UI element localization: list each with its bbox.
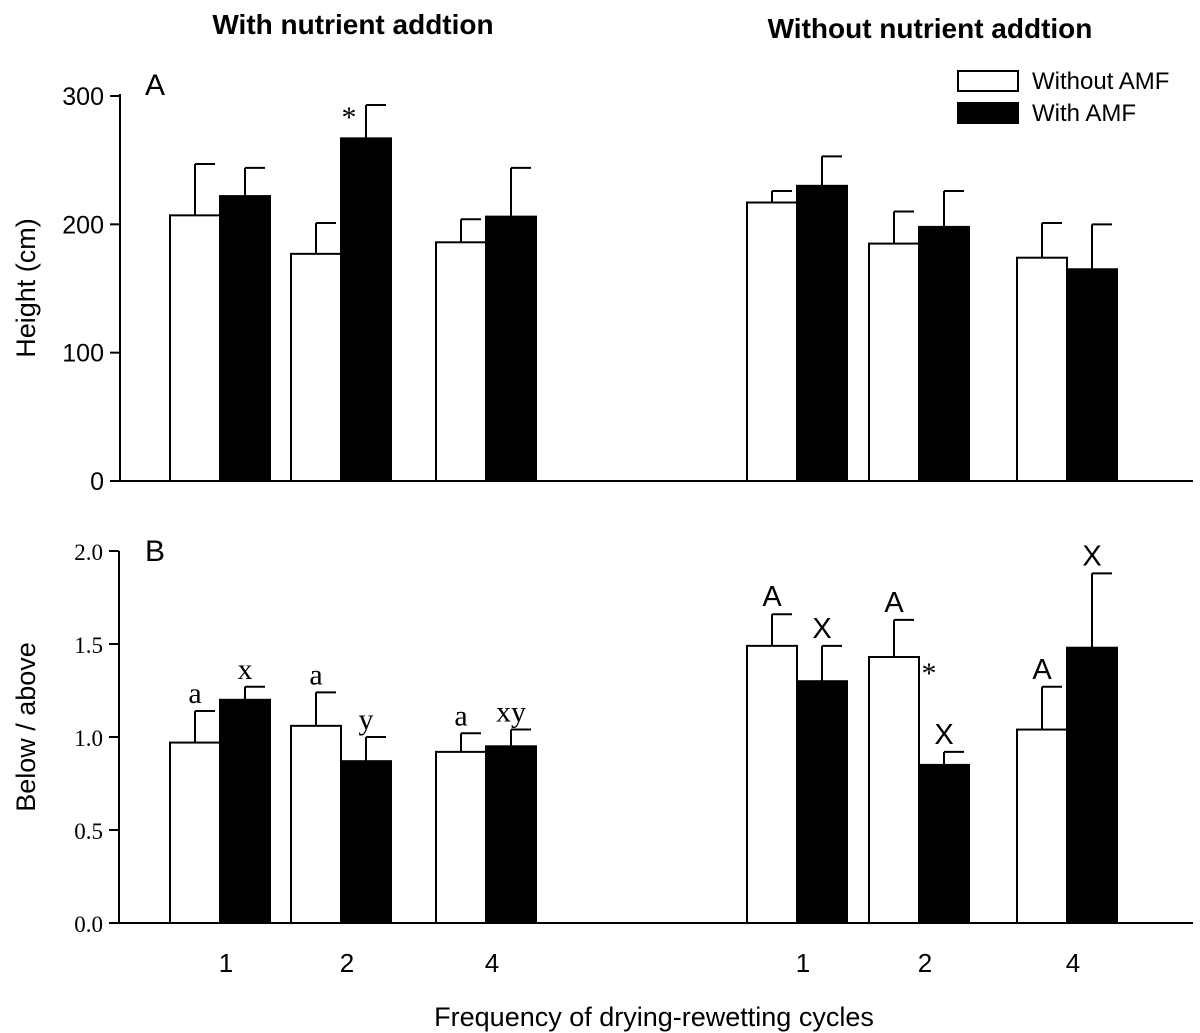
panel-b-bar bbox=[868, 656, 920, 925]
panel-b-letter: B bbox=[145, 535, 165, 568]
panel-b-annotation: a bbox=[188, 677, 201, 710]
panel-b-annotation: X bbox=[812, 613, 831, 645]
panel-b-annotation: x bbox=[238, 653, 253, 686]
panel-b-annotation: A bbox=[1032, 654, 1052, 686]
panel-b-y-axis-label: Below / above bbox=[11, 642, 41, 812]
panel-a-bar bbox=[1016, 256, 1068, 483]
panel-b-y-tick-label: 2.0 bbox=[74, 540, 103, 565]
panel-b-bar bbox=[918, 763, 970, 925]
panel-b-y-tick-label: 1.0 bbox=[74, 726, 103, 751]
panel-b-y-tick-label: 1.5 bbox=[74, 633, 103, 658]
panel-a-bar bbox=[435, 241, 487, 482]
panel-b-annotation: xy bbox=[496, 696, 526, 729]
panel-a-y-tick-label: 100 bbox=[62, 340, 104, 368]
legend-label-without-amf: Without AMF bbox=[1032, 68, 1169, 95]
group-heading-nutrient: With nutrient addtion bbox=[212, 9, 493, 40]
x-category-label: 4 bbox=[1066, 948, 1080, 978]
legend-label-with-amf: With AMF bbox=[1032, 100, 1136, 127]
x-axis-label: Frequency of drying-rewetting cycles bbox=[434, 1002, 874, 1032]
panel-a-y-ticks: 0 100 200 300 bbox=[62, 83, 120, 496]
panel-b-bar bbox=[169, 741, 221, 925]
panel-b-bar bbox=[746, 644, 798, 924]
x-category-labels: 1 2 4 1 2 4 bbox=[219, 948, 1080, 978]
panel-b-annotation: X bbox=[934, 719, 953, 751]
panel-b-y-tick-label: 0.5 bbox=[74, 819, 103, 844]
panel-b-annotation: X bbox=[1082, 540, 1101, 572]
panel-b: B Below / above 0.00.51.01.52.0 ax ay a xyA… bbox=[11, 535, 1193, 937]
panel-a-bar bbox=[169, 214, 221, 482]
legend: Without AMF With AMF bbox=[957, 68, 1169, 127]
panel-b-bar bbox=[485, 745, 537, 924]
group-heading-no-nutrient: Without nutrient addtion bbox=[768, 13, 1093, 44]
panel-a-bars: * bbox=[169, 101, 1118, 483]
panel-b-y-ticks: 0.0 0.5 1.0 1.5 2.0 bbox=[74, 540, 119, 937]
panel-a-y-axis-label: Height (cm) bbox=[11, 218, 41, 358]
x-category-label: 1 bbox=[219, 948, 233, 978]
panel-b-bar bbox=[1016, 728, 1068, 924]
panel-a-bar bbox=[1066, 268, 1118, 482]
x-category-label: 2 bbox=[918, 948, 932, 978]
panel-b-annotation: A bbox=[762, 581, 782, 613]
panel-b-bar bbox=[1066, 646, 1118, 924]
panel-b-bar bbox=[435, 750, 487, 924]
panel-a-bar bbox=[340, 137, 392, 482]
panel-b-bar bbox=[290, 724, 342, 925]
legend-swatch-with-amf bbox=[957, 102, 1019, 124]
panel-a-bar bbox=[796, 184, 848, 482]
panel-a-bar bbox=[868, 242, 920, 482]
panel-a-bar bbox=[290, 252, 342, 482]
panel-b-y-tick-label: 0.0 bbox=[74, 912, 103, 937]
panel-b-annotation: a bbox=[309, 658, 322, 691]
panel-b-bar bbox=[219, 698, 271, 924]
legend-swatch-without-amf bbox=[957, 70, 1019, 92]
x-category-label: 4 bbox=[485, 948, 499, 978]
panel-a-letter: A bbox=[145, 69, 165, 102]
x-category-label: 1 bbox=[796, 948, 810, 978]
x-category-label: 2 bbox=[340, 948, 354, 978]
panel-a-y-tick-label: 200 bbox=[62, 211, 104, 239]
panel-b-bar bbox=[796, 680, 848, 925]
panel-a-y-tick-label: 300 bbox=[62, 83, 104, 111]
panel-b-annotation: * bbox=[922, 657, 937, 690]
panel-a: A Height (cm) 0 100 200 300 * bbox=[11, 69, 1193, 496]
panel-a-bar bbox=[918, 225, 970, 482]
panel-b-annotation: A bbox=[884, 587, 904, 619]
panel-a-bar bbox=[219, 195, 271, 482]
panel-b-annotation: a bbox=[454, 699, 467, 732]
panel-b-annotation: y bbox=[359, 703, 374, 736]
panel-a-bar bbox=[485, 215, 537, 482]
panel-a-annotation: * bbox=[342, 101, 357, 134]
panel-a-y-tick-label: 0 bbox=[90, 468, 104, 496]
panel-a-bar bbox=[746, 201, 798, 482]
panel-b-bar bbox=[340, 760, 392, 924]
